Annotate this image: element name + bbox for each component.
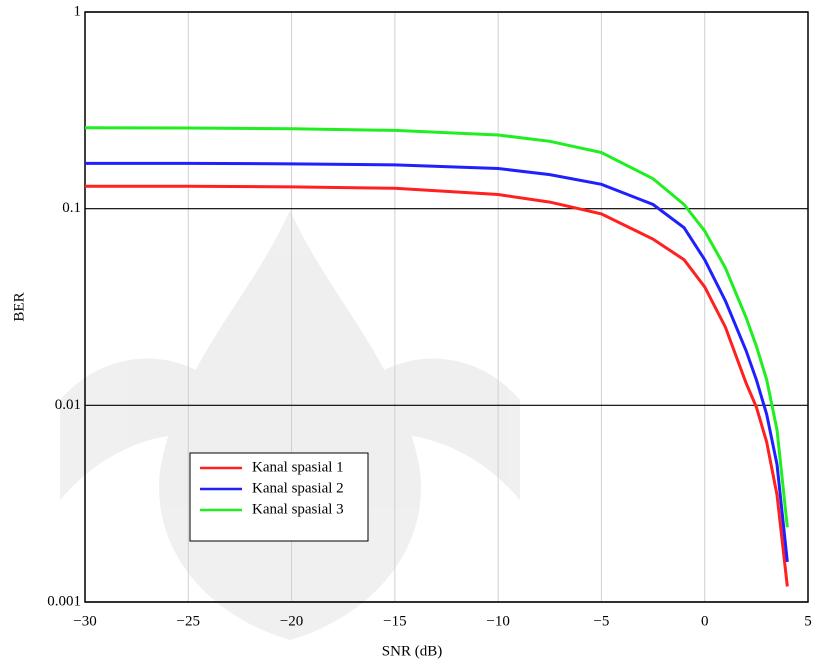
x-tick-label: −20: [280, 613, 303, 629]
y-tick-label: 0.001: [47, 593, 81, 609]
series-line: [85, 184, 789, 587]
watermark-shape: [320, 358, 520, 500]
x-tick-label: −30: [73, 613, 96, 629]
series-line: [85, 161, 789, 563]
y-axis-label: BER: [11, 292, 27, 321]
x-tick-label: −25: [177, 613, 200, 629]
y-tick-label: 0.1: [62, 200, 81, 216]
y-tick-label: 1: [74, 3, 82, 19]
legend: Kanal spasial 1 Kanal spasial 2 Kanal spas…: [189, 452, 369, 542]
y-tick-label: 0.01: [55, 397, 81, 413]
watermark: [60, 210, 520, 640]
x-tick-label: −10: [486, 613, 509, 629]
legend-label: Kanal spasial 3: [252, 501, 344, 517]
legend-label: Kanal spasial 2: [252, 480, 344, 496]
x-tick-label: 0: [701, 613, 709, 629]
series-line: [84, 126, 789, 528]
x-tick-label: −15: [383, 613, 406, 629]
plot-frame: [84, 11, 809, 603]
x-tick-label: 5: [804, 613, 812, 629]
watermark-shape: [60, 358, 260, 500]
x-tick-label: −5: [593, 613, 609, 629]
x-axis-label: SNR (dB): [382, 643, 442, 659]
legend-label: Kanal spasial 1: [252, 459, 344, 475]
